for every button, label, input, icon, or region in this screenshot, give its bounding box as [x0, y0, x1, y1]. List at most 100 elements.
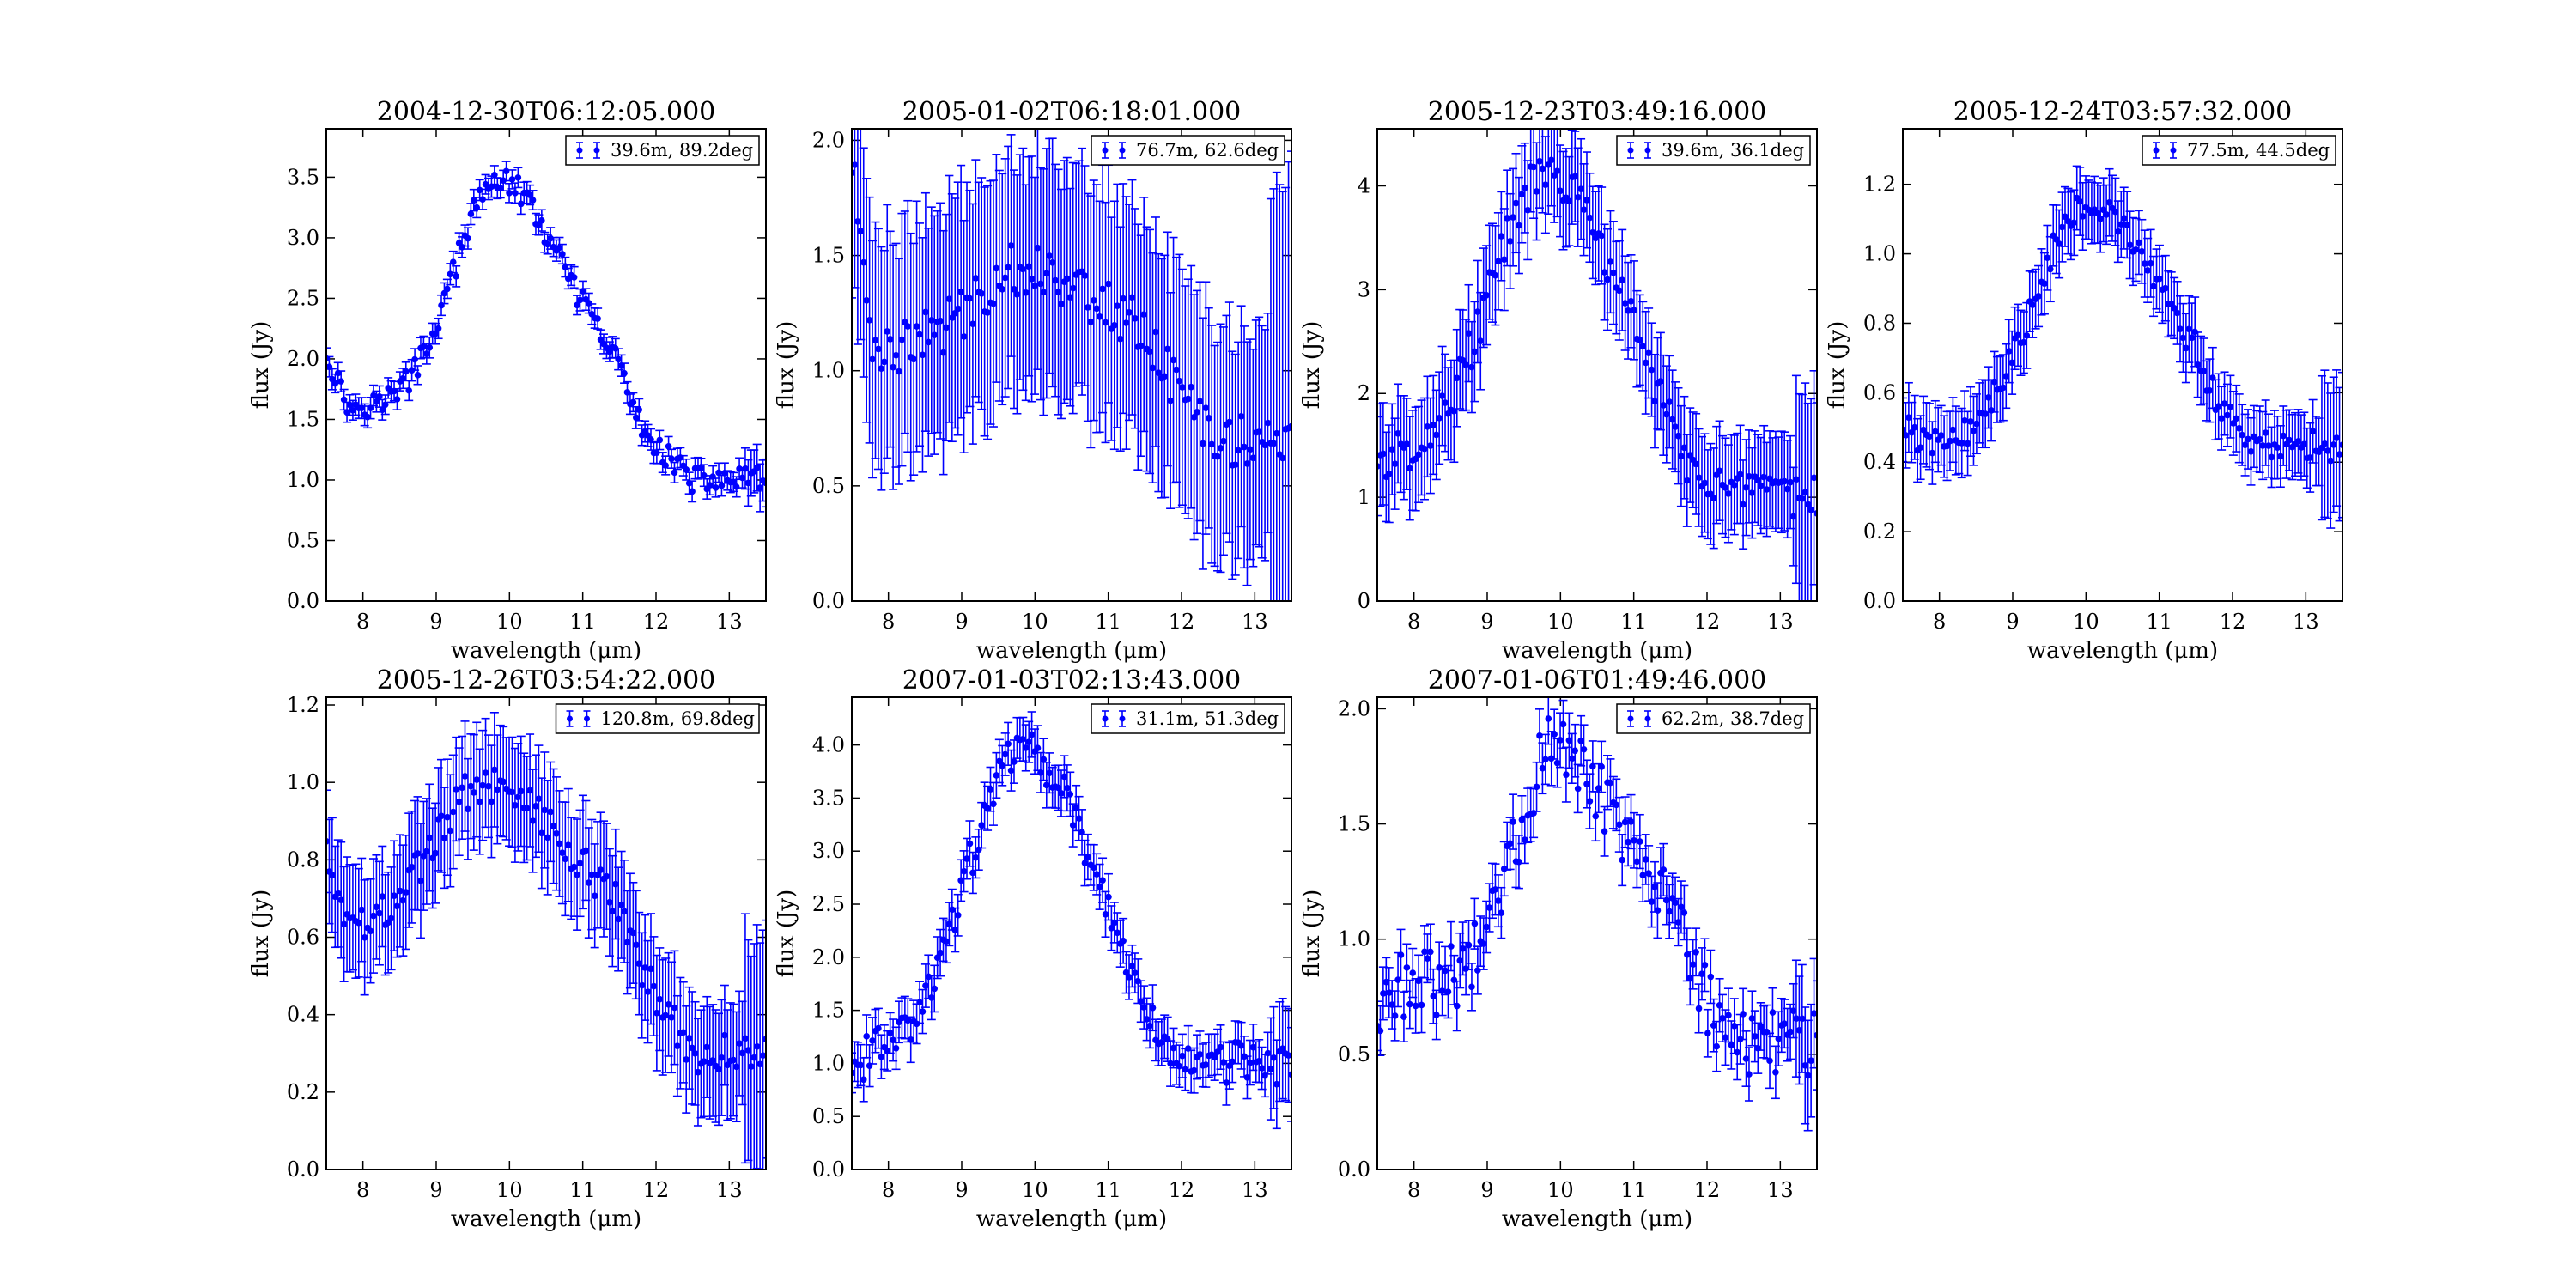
data-point: [2206, 387, 2214, 394]
data-point: [2144, 267, 2152, 274]
legend-dot: [1627, 715, 1634, 722]
data-point: [1557, 737, 1564, 744]
data-point: [615, 355, 622, 363]
data-point: [1132, 969, 1139, 976]
data-point: [1149, 364, 1157, 372]
data-point: [1801, 489, 1809, 496]
data-point: [954, 305, 962, 313]
data-point: [1810, 1010, 1817, 1017]
data-point: [931, 331, 939, 339]
data-point: [1719, 1015, 1726, 1022]
data-point: [1678, 453, 1685, 459]
data-point: [1217, 445, 1224, 452]
data-point: [679, 1029, 687, 1036]
y-tick-label: 0.4: [287, 1003, 319, 1027]
data-point: [1173, 366, 1180, 374]
x-tick-label: 8: [882, 610, 895, 634]
data-point: [1607, 779, 1614, 787]
y-tick-label: 3.0: [287, 226, 319, 250]
data-point: [1516, 858, 1522, 866]
data-point: [954, 912, 962, 919]
data-point: [2141, 260, 2148, 267]
data-point: [1931, 428, 1939, 435]
y-tick-label: 2: [1358, 381, 1370, 405]
data-point: [1176, 1062, 1183, 1070]
data-point: [529, 197, 537, 204]
data-point: [1397, 951, 1405, 958]
data-point: [1545, 715, 1552, 722]
data-point: [479, 196, 486, 203]
legend-label: 76.7m, 62.6deg: [1136, 140, 1279, 161]
data-point: [1005, 264, 1012, 271]
data-point: [2221, 400, 2228, 407]
data-point: [1601, 828, 1608, 835]
data-point: [1034, 744, 1042, 751]
data-point: [1760, 473, 1767, 481]
data-point: [1654, 907, 1662, 914]
data-point: [1748, 489, 1756, 496]
x-tick-label: 8: [356, 610, 369, 634]
data-point: [2286, 436, 2293, 444]
data-point: [1427, 442, 1434, 449]
data-point: [1001, 750, 1009, 758]
data-point: [972, 854, 980, 861]
data-point: [2136, 239, 2142, 246]
data-point: [1146, 348, 1153, 355]
data-point: [1571, 747, 1579, 755]
data-point: [1432, 431, 1440, 439]
data-point: [904, 323, 912, 330]
data-point: [1580, 745, 1588, 753]
data-point: [2277, 453, 2284, 460]
data-point: [488, 183, 495, 191]
data-point: [1400, 1013, 1407, 1020]
data-point: [1114, 302, 1121, 309]
data-point: [1619, 276, 1626, 284]
data-point: [2280, 432, 2287, 440]
data-point: [1007, 767, 1015, 775]
x-tick-label: 8: [356, 1178, 369, 1202]
legend-dot: [1627, 147, 1634, 154]
data-point: [1592, 812, 1600, 820]
data-point: [1093, 305, 1101, 313]
data-point: [1427, 948, 1434, 956]
data-point: [2044, 254, 2051, 262]
data-point: [1096, 884, 1103, 890]
data-point: [1436, 414, 1443, 422]
data-point: [1911, 423, 1918, 431]
data-point: [1111, 321, 1118, 329]
x-tick-label: 8: [882, 1178, 895, 1202]
data-point: [671, 1004, 678, 1012]
data-point: [1058, 301, 1065, 307]
data-point: [1054, 289, 1062, 295]
data-point: [459, 784, 465, 792]
data-point: [465, 234, 471, 242]
data-point: [1019, 265, 1027, 273]
x-axis-label: wavelength (μm): [976, 1206, 1167, 1232]
data-point: [2120, 215, 2128, 222]
data-point: [482, 180, 489, 188]
data-point: [349, 406, 356, 414]
data-point: [2239, 431, 2245, 439]
data-point: [529, 817, 537, 824]
data-point: [1161, 373, 1169, 380]
data-point: [1563, 771, 1570, 778]
data-point: [1678, 903, 1685, 911]
data-point: [633, 941, 640, 949]
x-tick-label: 12: [1694, 610, 1721, 634]
data-point: [355, 919, 362, 927]
legend-dot: [2170, 147, 2177, 154]
data-point: [1615, 287, 1623, 295]
data-point: [892, 351, 900, 359]
data-point: [629, 929, 637, 937]
data-point: [408, 864, 416, 871]
data-point: [910, 355, 917, 363]
data-point: [1545, 161, 1552, 168]
data-point: [1462, 361, 1469, 368]
data-point: [1028, 276, 1036, 283]
data-point: [718, 1054, 726, 1061]
data-point: [647, 436, 654, 443]
y-tick-label: 1.5: [812, 244, 845, 268]
y-tick-label: 2.0: [812, 128, 845, 152]
data-point: [1040, 289, 1048, 296]
